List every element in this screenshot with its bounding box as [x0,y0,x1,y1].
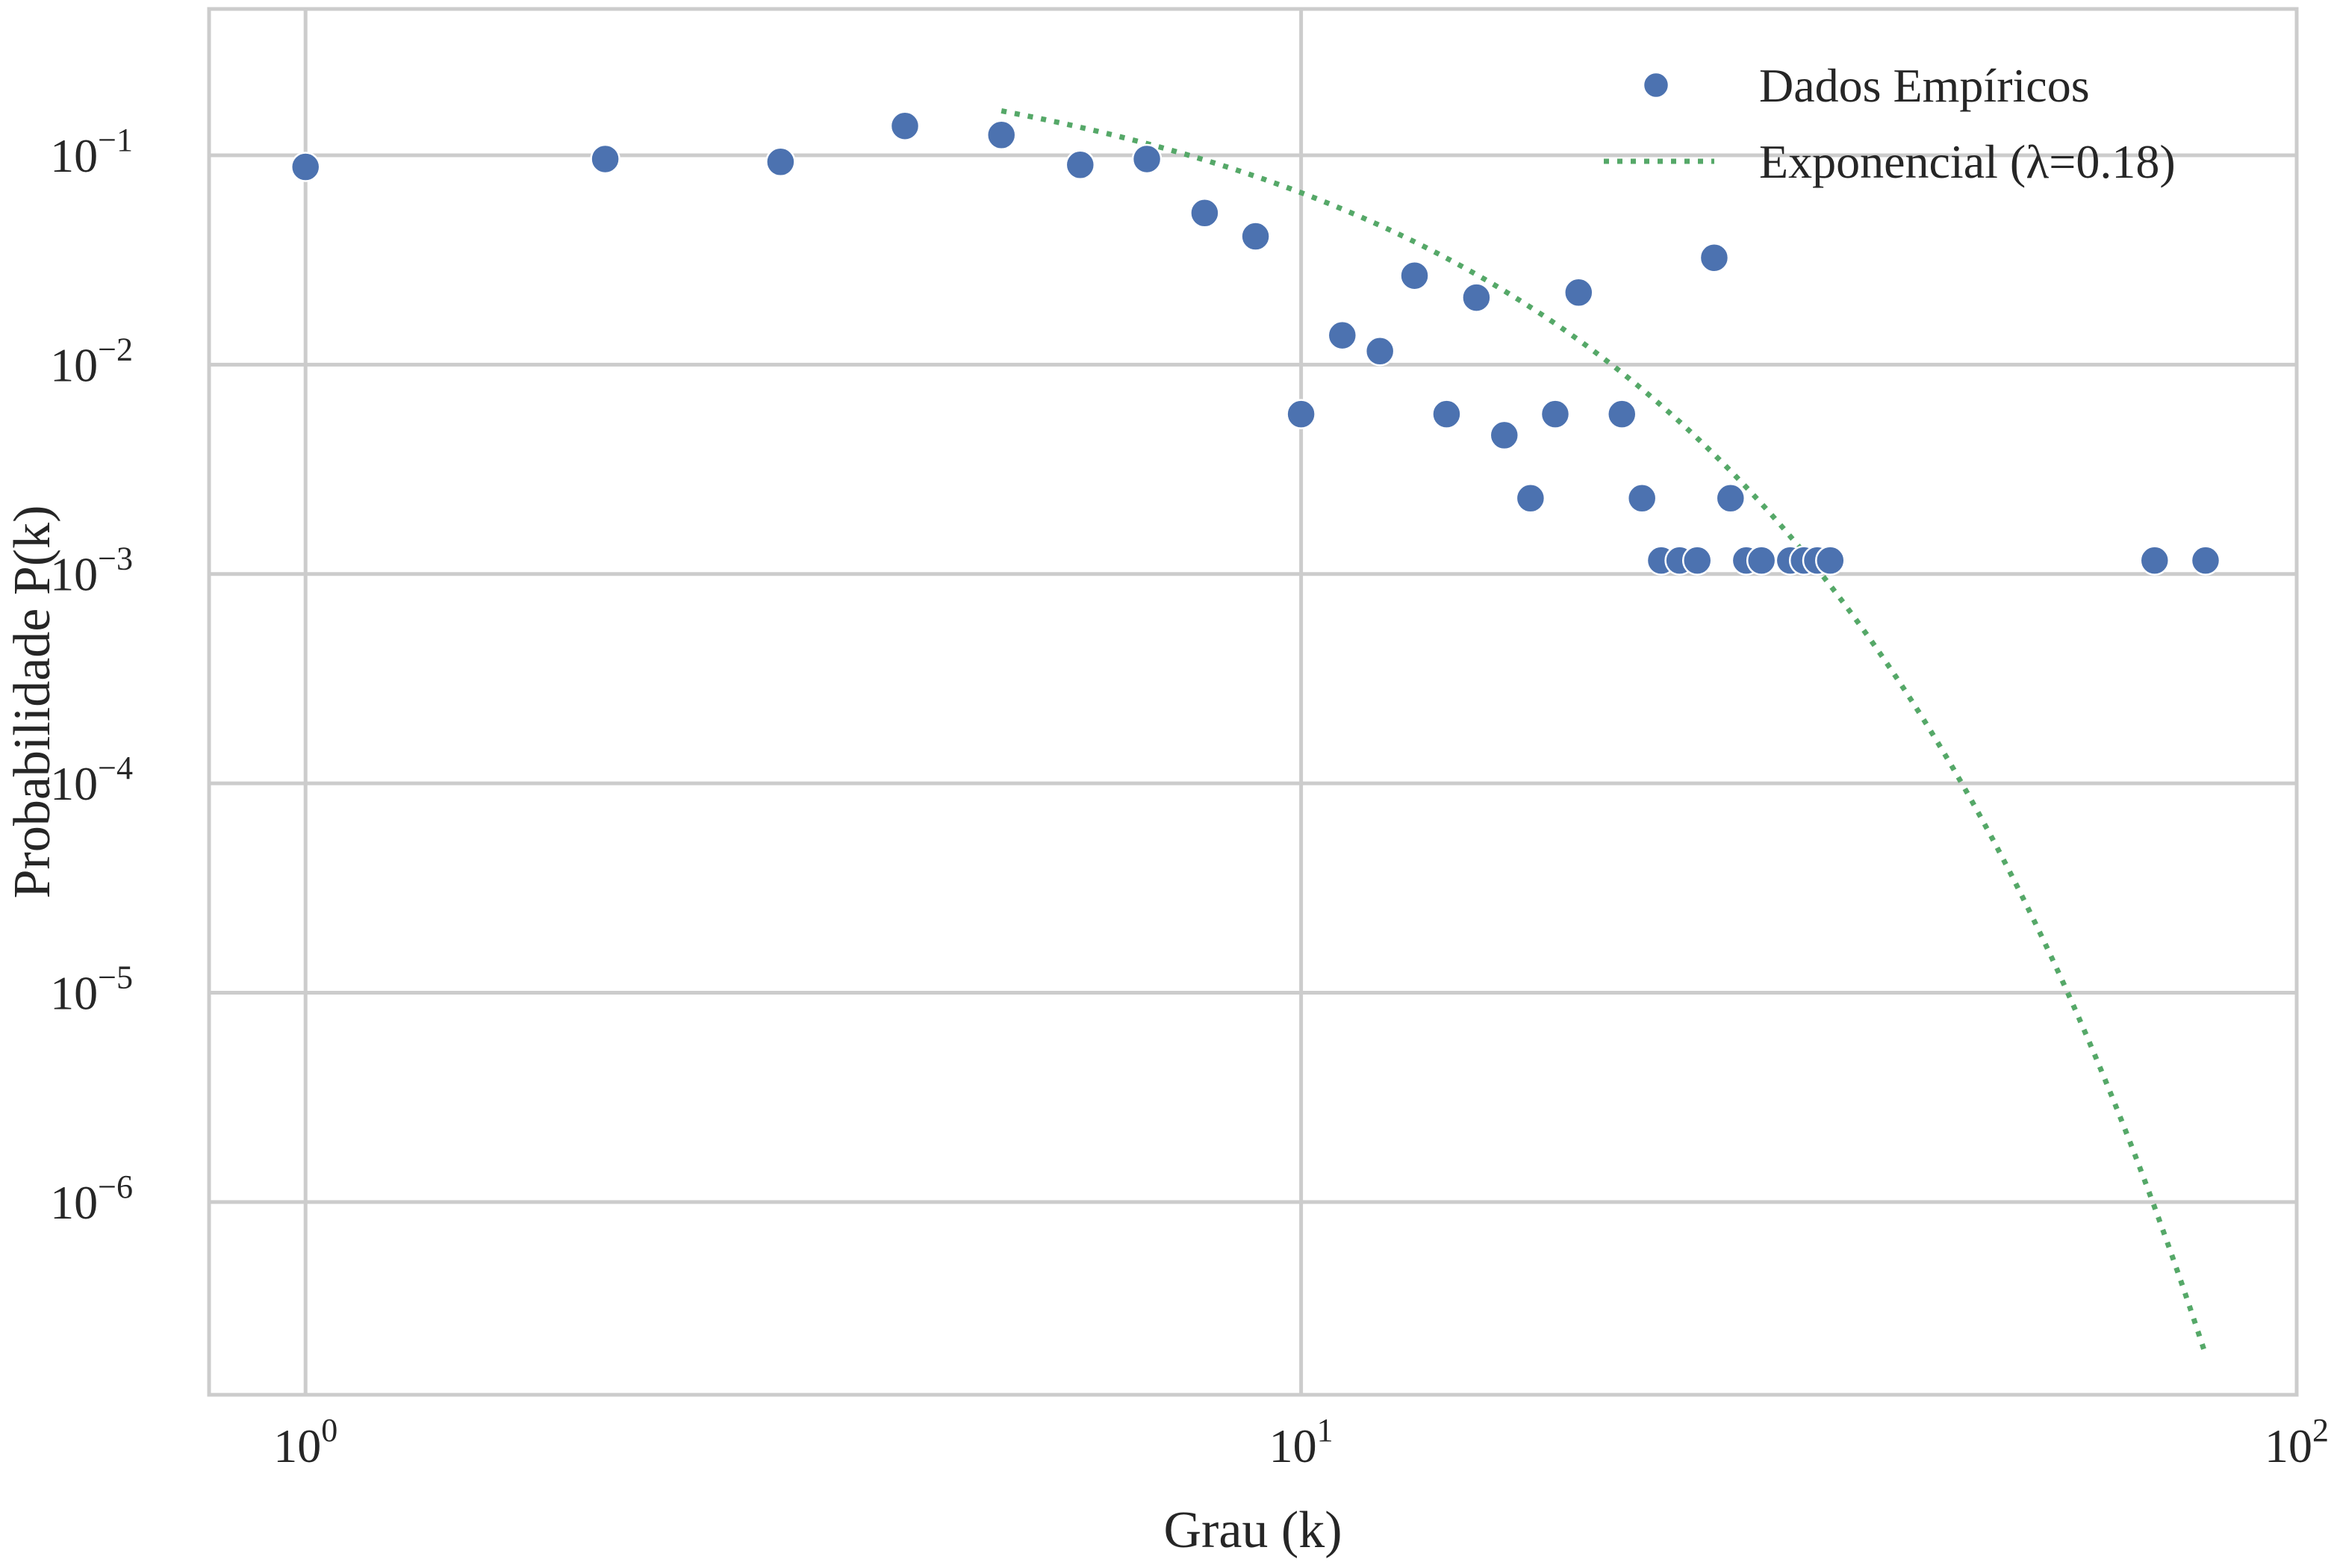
y-tick-base: 10 [50,966,98,1019]
y-axis-label: Probabilidade P(k) [4,505,61,899]
y-tick-exponent: −3 [98,541,133,577]
data-point [1327,320,1358,351]
y-tick-label: 10−3 [50,541,133,601]
data-point [1240,221,1271,252]
data-point [1746,545,1777,576]
y-tick-exponent: −6 [98,1169,133,1205]
data-point [889,111,921,142]
data-point [1489,420,1520,451]
legend-label-dados-empiricos: Dados Empíricos [1759,59,2090,112]
empirical-data-series [290,111,2221,576]
y-tick-base: 10 [50,757,98,810]
y-tick-exponent: −1 [98,122,133,158]
data-point [1431,399,1462,429]
data-point [1189,198,1220,228]
data-point [1515,483,1546,514]
data-point [1815,545,1846,576]
y-tick-label: 10−6 [50,1169,133,1229]
x-tick-exponent: 2 [2312,1412,2329,1449]
data-point [1399,260,1430,291]
y-tick-base: 10 [50,1176,98,1229]
legend-marker-dados-empiricos [1642,71,1670,99]
data-point [1699,242,1730,273]
data-point [290,152,321,182]
x-tick-exponent: 1 [1317,1412,1334,1449]
y-tick-label: 10−4 [50,750,133,810]
y-tick-exponent: −5 [98,959,133,995]
x-tick-base: 10 [1269,1419,1317,1472]
x-tick-base: 10 [2265,1419,2312,1472]
y-tick-base: 10 [50,338,98,391]
data-point [1563,277,1594,308]
data-point [2139,545,2170,576]
data-point [1286,399,1316,429]
x-axis-label: Grau (k) [1163,1502,1342,1559]
legend-label-exponencial: Exponencial (λ=0.18) [1759,135,2176,188]
data-point [765,146,796,178]
data-point [1364,336,1395,367]
x-tick-label: 100 [273,1412,337,1472]
y-tick-exponent: −4 [98,750,133,786]
data-point [1131,143,1163,175]
data-point [986,119,1017,151]
y-tick-base: 10 [50,129,98,182]
data-point [1607,399,1637,429]
grid-lines [209,9,2299,1395]
x-tick-label: 102 [2265,1412,2329,1472]
data-point [1715,483,1746,514]
data-point [590,143,620,175]
y-tick-label: 10−2 [50,331,133,391]
data-point [1065,149,1096,181]
x-tick-base: 10 [273,1419,321,1472]
y-tick-label: 10−1 [50,122,133,182]
exponential-fit-series [1000,108,2209,1356]
data-point [1681,545,1713,576]
data-point [1540,399,1571,429]
exponential-fit-line [1000,108,2209,1356]
legend: Dados Empíricos Exponencial (λ=0.18) [1604,59,2176,188]
y-tick-exponent: −2 [98,331,133,367]
y-tick-base: 10 [50,548,98,601]
data-point [1461,282,1492,313]
x-tick-exponent: 0 [321,1412,337,1449]
data-point [1626,483,1658,514]
x-tick-label: 101 [1269,1412,1334,1472]
y-tick-label: 10−5 [50,959,133,1019]
data-point [2190,545,2221,576]
plot-frame [207,7,2299,1397]
